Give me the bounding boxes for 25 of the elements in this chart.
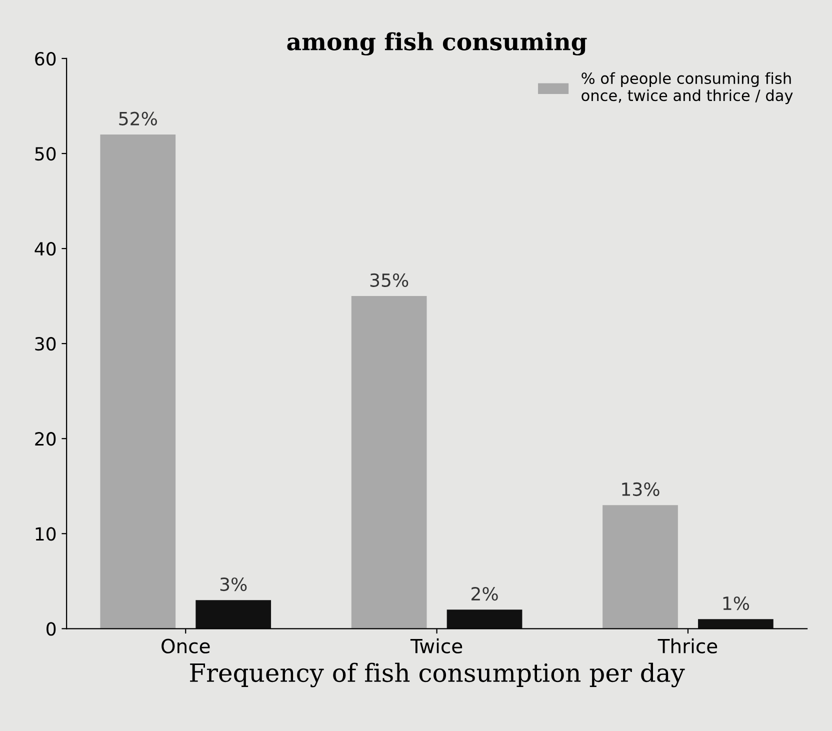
data-label: 1%	[723, 596, 750, 610]
data-label: 3%	[220, 577, 247, 592]
bar	[100, 134, 176, 629]
data-label: 13%	[622, 482, 660, 496]
y-tick-label: 10	[36, 527, 56, 541]
chart-title: among fish consuming	[287, 32, 587, 56]
y-tick-label: 60	[35, 52, 56, 66]
y-tick-label: 50	[35, 146, 56, 161]
data-label: 2%	[472, 586, 498, 601]
y-tick-label: 30	[35, 337, 56, 351]
legend-label: % of people consuming fish once, twice and thrice / day	[582, 72, 793, 104]
y-tick-label: 40	[34, 242, 56, 256]
x-tick-label: Twice	[410, 638, 462, 654]
x-axis-title: Frequency of fish consumption per day	[190, 662, 685, 688]
x-tick-label: Thrice	[658, 638, 718, 654]
bar	[698, 619, 774, 629]
bar	[351, 296, 427, 629]
data-label: 35%	[370, 273, 408, 287]
bar	[446, 610, 522, 629]
y-tick-label: 20	[35, 432, 56, 446]
bar	[196, 600, 272, 629]
x-tick-label: Once	[162, 638, 210, 654]
data-label: 52%	[119, 112, 157, 126]
y-tick-label: 0	[46, 622, 56, 636]
bar	[602, 505, 678, 629]
